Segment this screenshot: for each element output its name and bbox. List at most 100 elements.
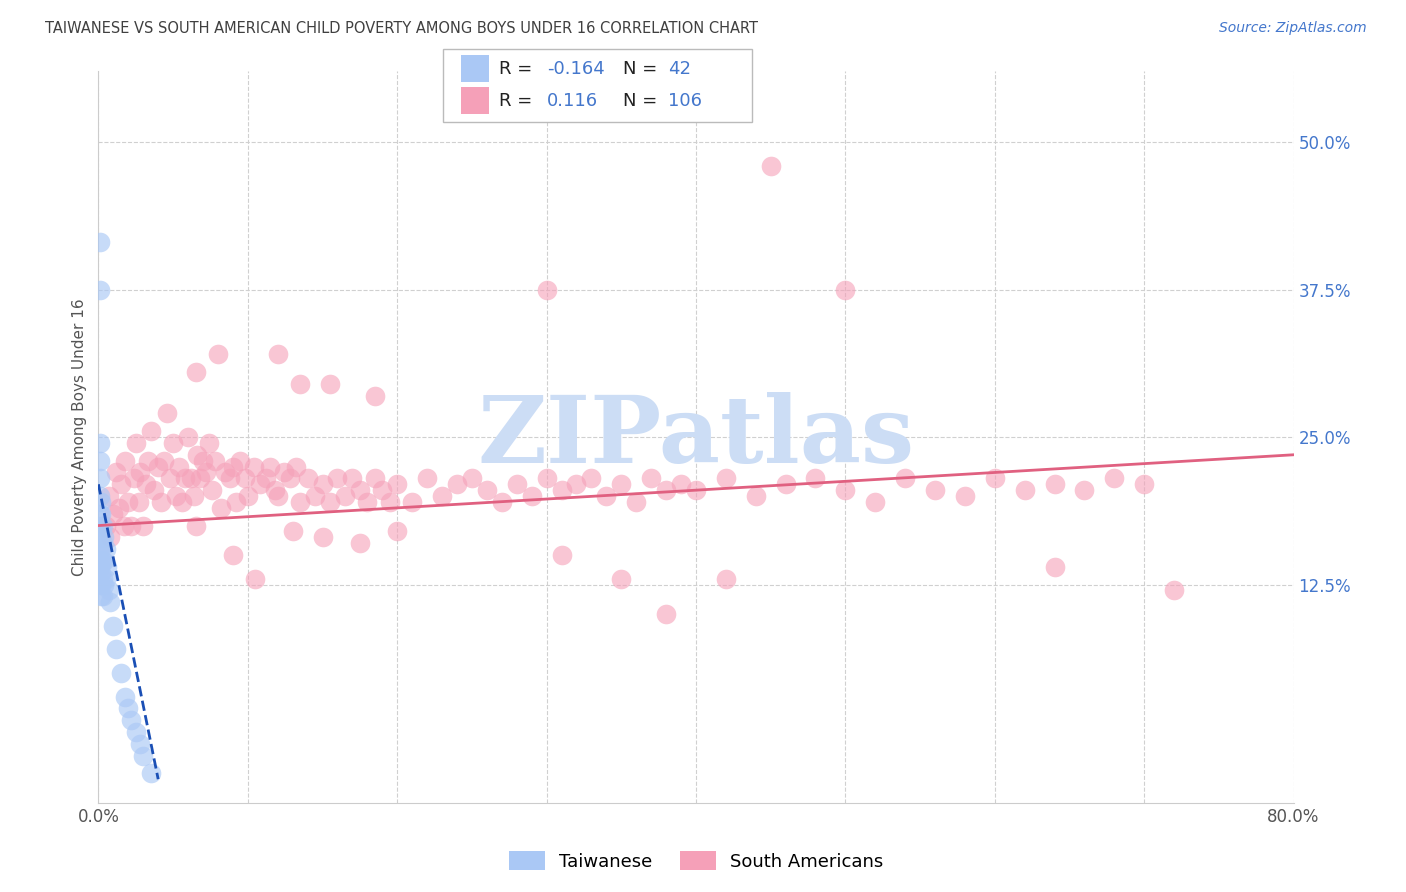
Point [110, 477, 132, 491]
Point [89, 524, 111, 539]
Point [219, 471, 242, 485]
Point [311, 477, 333, 491]
Point [93, 577, 115, 591]
Point [1043, 477, 1066, 491]
Point [233, 471, 256, 485]
Point [745, 489, 768, 503]
Point [209, 500, 232, 515]
Point [669, 477, 692, 491]
Text: N =: N = [623, 92, 662, 110]
Y-axis label: Child Poverty Among Boys Under 16: Child Poverty Among Boys Under 16 [72, 298, 87, 576]
Point [89, 489, 111, 503]
Point [685, 483, 707, 498]
Point [714, 471, 737, 485]
Point [89, 436, 111, 450]
Text: 42: 42 [668, 60, 690, 78]
Point [263, 483, 285, 498]
Point [129, 737, 152, 751]
Point [714, 572, 737, 586]
Point [924, 483, 946, 498]
Point [129, 466, 152, 480]
Point [90, 495, 112, 509]
Point [201, 483, 224, 498]
Point [94, 542, 117, 557]
Point [98, 595, 122, 609]
Point [120, 713, 142, 727]
Point [90, 566, 112, 580]
Point [610, 572, 633, 586]
Point [1133, 477, 1156, 491]
Point [91, 554, 114, 568]
Point [775, 477, 797, 491]
Point [236, 489, 259, 503]
Point [108, 500, 131, 515]
Point [112, 518, 135, 533]
Point [114, 453, 136, 467]
Point [319, 495, 342, 509]
Point [186, 448, 208, 462]
Point [520, 489, 543, 503]
Point [401, 495, 423, 509]
Point [90, 530, 112, 544]
Point [491, 495, 513, 509]
Text: R =: R = [499, 92, 538, 110]
Point [245, 572, 267, 586]
Point [195, 466, 218, 480]
Point [128, 495, 150, 509]
Point [640, 471, 662, 485]
Point [172, 495, 194, 509]
Point [105, 466, 128, 480]
Point [90, 542, 112, 557]
Point [254, 471, 277, 485]
Point [207, 347, 229, 361]
Point [136, 453, 159, 467]
Point [91, 590, 114, 604]
Point [342, 471, 364, 485]
Point [1104, 471, 1126, 485]
Point [953, 489, 976, 503]
Point [117, 701, 139, 715]
Point [156, 407, 179, 421]
Point [378, 495, 401, 509]
Point [371, 483, 394, 498]
Point [132, 518, 155, 533]
Text: N =: N = [623, 60, 662, 78]
Point [90, 577, 112, 591]
Point [120, 518, 142, 533]
Point [267, 347, 290, 361]
Text: R =: R = [499, 60, 538, 78]
Point [364, 471, 387, 485]
Point [180, 471, 202, 485]
Point [153, 453, 176, 467]
Point [132, 748, 155, 763]
Point [550, 483, 572, 498]
Point [356, 495, 378, 509]
Point [90, 507, 112, 521]
Point [894, 471, 917, 485]
Point [655, 483, 678, 498]
Point [89, 559, 111, 574]
Point [284, 459, 307, 474]
Point [222, 459, 245, 474]
Point [475, 483, 498, 498]
Point [94, 518, 117, 533]
Point [278, 471, 301, 485]
Point [90, 518, 112, 533]
Text: -0.164: -0.164 [547, 60, 605, 78]
Point [94, 572, 117, 586]
Point [184, 365, 207, 379]
Point [506, 477, 529, 491]
Point [97, 583, 120, 598]
Point [183, 489, 205, 503]
Point [333, 489, 356, 503]
Point [759, 159, 782, 173]
Point [117, 495, 139, 509]
Point [349, 536, 371, 550]
Point [165, 489, 187, 503]
Point [281, 524, 304, 539]
Point [174, 471, 197, 485]
Point [124, 471, 146, 485]
Point [139, 424, 162, 438]
Point [90, 554, 112, 568]
Point [135, 477, 157, 491]
